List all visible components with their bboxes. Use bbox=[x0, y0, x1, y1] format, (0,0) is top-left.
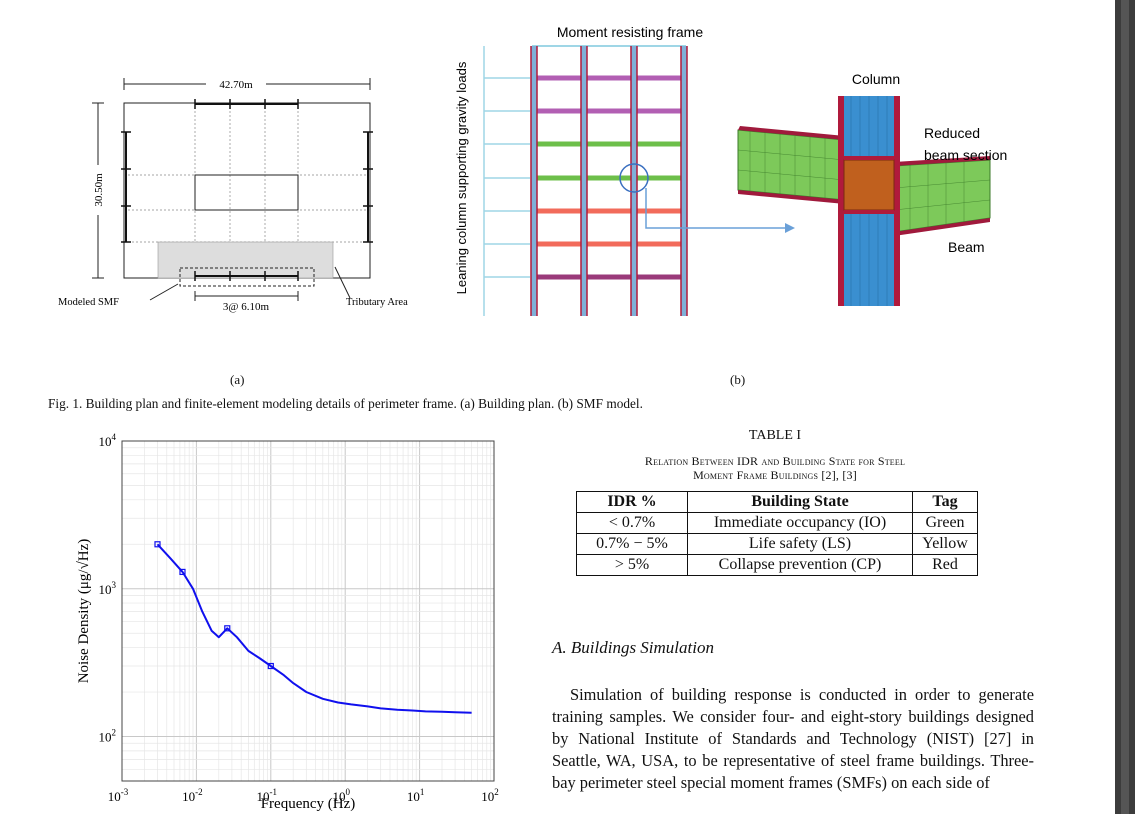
scrollbar-thumb[interactable] bbox=[1121, 0, 1129, 814]
table-header-cell: Tag bbox=[912, 491, 978, 513]
body-paragraph: Simulation of building response is condu… bbox=[552, 684, 1034, 794]
tick-labels: 10-3 10-2 10-1 100 101 102 102 103 104 bbox=[99, 432, 499, 804]
subfigure-a-label: (a) bbox=[230, 372, 245, 387]
dim-height-label: 30.50m bbox=[93, 173, 105, 207]
figure-caption: Fig. 1. Building plan and finite-element… bbox=[48, 396, 643, 411]
table-title-line1: Relation Between IDR and Building State … bbox=[644, 454, 906, 468]
subfigure-b-label: (b) bbox=[730, 372, 746, 387]
column-label: Column bbox=[852, 71, 900, 87]
modeled-smf-label: Modeled SMF bbox=[58, 297, 119, 308]
series-markers bbox=[154, 541, 274, 670]
dim-width-label: 42.70m bbox=[219, 79, 253, 91]
section-heading: A. Buildings Simulation bbox=[552, 638, 714, 657]
series-line-noise-density bbox=[156, 543, 472, 714]
y-tick-label: 104 bbox=[99, 432, 117, 449]
table-cell: Life safety (LS) bbox=[687, 533, 913, 555]
idr-building-state-table: IDR % Building State Tag < 0.7% Immediat… bbox=[576, 491, 978, 576]
x-tick-label: 101 bbox=[407, 787, 425, 804]
series-marker bbox=[267, 662, 274, 670]
table-title-line2: Moment Frame Buildings [2], [3] bbox=[693, 468, 857, 482]
table-row: > 5% Collapse prevention (CP) Red bbox=[576, 554, 978, 576]
table-cell: Yellow bbox=[912, 533, 978, 555]
series-marker bbox=[179, 568, 186, 576]
x-tick-label: 10-1 bbox=[257, 787, 278, 804]
chart-grid bbox=[121, 441, 494, 782]
noise-density-chart: 10-3 10-2 10-1 100 101 102 102 103 104 Frequency… bbox=[76, 432, 499, 812]
x-axis-label: Frequency (Hz) bbox=[261, 796, 356, 812]
table-cell: Green bbox=[912, 512, 978, 534]
y-axis-label: Noise Density (μg/√Hz) bbox=[76, 539, 92, 684]
dim-bay-label: 3@ 6.10m bbox=[223, 301, 270, 313]
building-plan-figure: 42.70m 30.50m bbox=[58, 75, 408, 313]
x-tick-label: 100 bbox=[332, 787, 350, 804]
table-header-cell: Building State bbox=[687, 491, 913, 513]
table-cell: Immediate occupancy (IO) bbox=[687, 512, 913, 534]
vertical-scrollbar[interactable] bbox=[1115, 0, 1135, 814]
rbs-label-line2: beam section bbox=[924, 147, 1007, 163]
table-label: TABLE I bbox=[748, 428, 802, 443]
smf-model-figure: Leaning column supporting gravity loads … bbox=[454, 24, 1007, 316]
leaning-column-label: Leaning column supporting gravity loads bbox=[454, 61, 469, 294]
table-cell: Collapse prevention (CP) bbox=[687, 554, 913, 576]
moment-frame-label: Moment resisting frame bbox=[557, 24, 703, 40]
table-row: < 0.7% Immediate occupancy (IO) Green bbox=[576, 512, 978, 534]
plot-frame bbox=[121, 440, 495, 782]
table-cell: 0.7% − 5% bbox=[576, 533, 688, 555]
beam-label: Beam bbox=[948, 239, 985, 255]
paragraph-text: Simulation of building response is condu… bbox=[552, 685, 1034, 792]
x-tick-label: 10-3 bbox=[108, 787, 129, 804]
rbs-label-line1: Reduced bbox=[924, 125, 980, 141]
x-tick-label: 102 bbox=[481, 787, 499, 804]
series-marker bbox=[154, 541, 161, 548]
y-tick-label: 103 bbox=[99, 580, 117, 597]
table-row: 0.7% − 5% Life safety (LS) Yellow bbox=[576, 533, 978, 555]
tributary-area-label: Tributary Area bbox=[346, 297, 408, 308]
table-cell: > 5% bbox=[576, 554, 688, 576]
series-marker bbox=[224, 625, 231, 632]
table-header-row: IDR % Building State Tag bbox=[576, 491, 978, 513]
table-cell: < 0.7% bbox=[576, 512, 688, 534]
table-cell: Red bbox=[912, 554, 978, 576]
table-header-cell: IDR % bbox=[576, 491, 688, 513]
x-tick-label: 10-2 bbox=[182, 787, 203, 804]
y-tick-label: 102 bbox=[99, 728, 117, 745]
